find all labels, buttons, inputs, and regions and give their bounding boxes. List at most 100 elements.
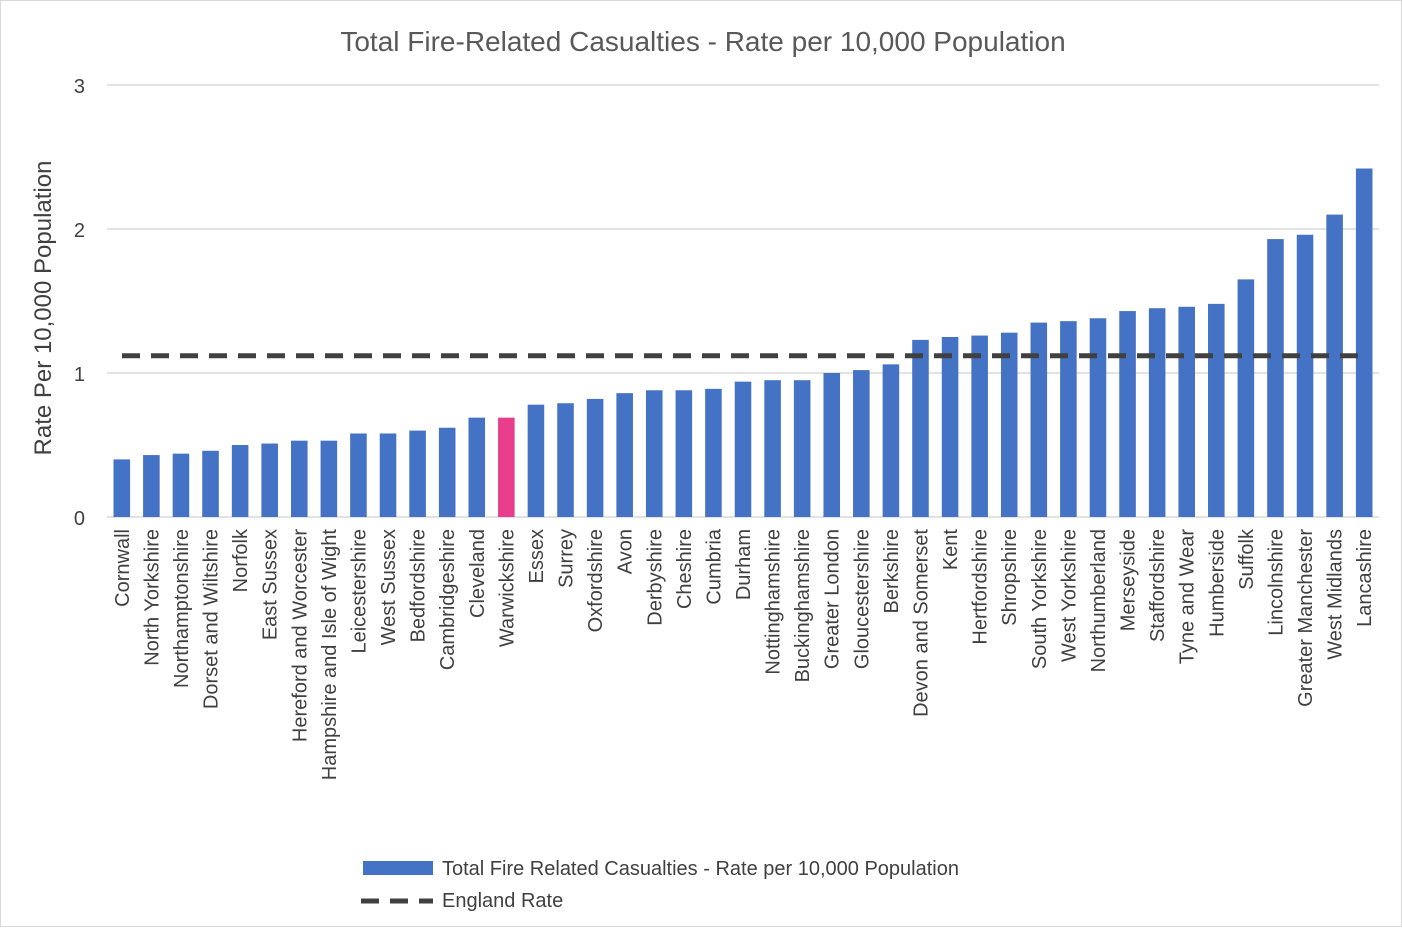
x-tick-label: Gloucestershire [851,529,873,669]
x-tick-label: Warwickshire [496,529,518,647]
bar [143,455,160,517]
x-tick-label: Avon [615,529,637,574]
bar [1089,318,1107,517]
y-tick-label: 0 [74,508,85,530]
bar [320,440,338,517]
y-tick-label: 2 [74,220,85,242]
x-tick-label: Berkshire [881,529,903,613]
x-tick-label: Humberside [1206,529,1228,637]
bar [202,450,219,517]
bar [1208,303,1225,517]
x-tick-label: Bedfordshire [408,529,430,642]
y-axis-ticks: 0 1 2 3 [74,76,85,530]
x-tick-label: Hampshire and Isle of Wight [319,529,341,781]
bar [1267,239,1284,517]
bar [971,335,988,517]
x-tick-label: Essex [526,529,548,583]
bar [290,440,308,517]
legend-swatch-casualties [363,861,433,875]
x-tick-label: Greater London [822,529,844,669]
x-tick-label: Merseyside [1118,529,1140,631]
bar [882,364,900,517]
bar [1296,234,1314,517]
bar [853,370,870,517]
bars [113,168,1373,517]
x-tick-label: West Sussex [378,529,400,645]
bar [1178,306,1196,517]
x-tick-label: Tyne and Wear [1177,529,1199,665]
x-tick-label: Lincolnshire [1265,529,1287,636]
bar [557,403,574,517]
legend-label-casualties: Total Fire Related Casualties - Rate per… [442,858,959,880]
bar [823,373,841,517]
x-tick-label: Durham [733,529,755,600]
bar [734,381,752,517]
bar [1355,168,1373,517]
x-tick-label: Cornwall [112,529,134,607]
x-tick-label: East Sussex [260,529,282,640]
legend-label-england-rate: England Rate [442,890,563,912]
y-tick-label: 3 [74,76,85,98]
x-tick-label: Suffolk [1236,528,1258,590]
x-tick-label: Hertfordshire [970,529,992,645]
bar [1030,322,1048,517]
x-tick-label: Dorset and Wiltshire [201,529,223,709]
bar [1237,279,1255,517]
x-tick-label: Kent [940,529,962,571]
bar [705,388,722,517]
bar [793,380,811,517]
x-tick-label: Buckinghamshire [792,529,814,682]
bar [231,445,249,517]
bar [912,339,929,517]
y-axis-label: Rate Per 10,000 Population [30,161,57,456]
bar [764,380,781,517]
x-tick-label: Nottinghamshire [763,529,785,675]
x-tick-label: Cumbria [703,528,725,604]
bar [261,443,278,517]
x-tick-label: West Yorkshire [1058,529,1080,662]
bar [1060,321,1077,517]
bar [379,433,397,517]
bar [645,390,663,517]
bar [350,433,367,517]
x-tick-label: Leicestershire [348,529,370,654]
x-tick-label: Cambridgeshire [437,529,459,670]
x-tick-label: Devon and Somerset [910,529,932,717]
x-tick-label: West Midlands [1325,529,1347,660]
x-axis-ticks: Cornwall North Yorkshire Northamptonshire D… [112,528,1376,780]
bar [468,417,486,517]
legend: Total Fire Related Casualties - Rate per… [361,858,959,912]
bar [438,427,456,517]
x-tick-label: Hereford and Worcester [289,529,311,742]
x-tick-label: Shropshire [999,529,1021,626]
bar [675,390,693,517]
x-tick-label: South Yorkshire [1029,529,1051,669]
bar [1326,214,1343,517]
y-tick-label: 1 [74,364,85,386]
x-tick-label: North Yorkshire [141,529,163,666]
bar [1148,308,1166,517]
bar [941,337,959,517]
x-tick-label: Cleveland [467,529,489,618]
bar [113,459,131,517]
x-tick-label: Lancashire [1354,529,1376,627]
x-tick-label: Norfolk [230,528,252,592]
x-tick-label: Northumberland [1088,529,1110,672]
bar [498,417,515,517]
bar [616,393,633,517]
bar [409,430,426,517]
x-tick-label: Oxfordshire [585,529,607,632]
x-tick-label: Surrey [556,529,578,588]
bar [1119,311,1136,517]
x-tick-label: Greater Manchester [1295,529,1317,707]
x-tick-label: Northamptonshire [171,529,193,688]
x-tick-label: Staffordshire [1147,529,1169,642]
x-tick-label: Cheshire [674,529,696,609]
bar [1000,332,1018,517]
bar [172,453,190,517]
chart-title: Total Fire-Related Casualties - Rate per… [340,26,1065,57]
bar [586,398,604,517]
bar [527,404,545,517]
